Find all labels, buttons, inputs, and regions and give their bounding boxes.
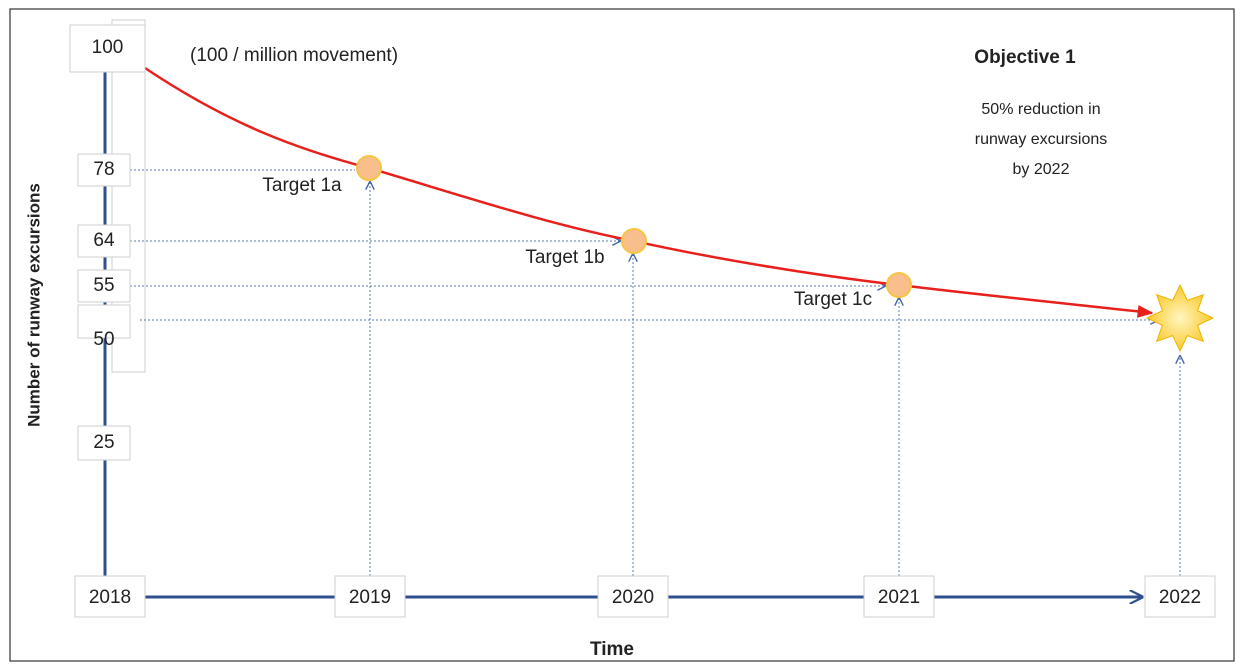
objective-line: by 2022 [1013, 161, 1070, 178]
x-label-box [597, 575, 669, 618]
unit-note: (100 / million movement) [190, 45, 398, 66]
x-label: 2022 [1159, 587, 1201, 608]
y-label: 64 [93, 230, 115, 251]
target-label: Target 1c [794, 289, 872, 310]
y-label: 25 [93, 432, 114, 453]
x-label: 2020 [612, 587, 654, 608]
objective-title: Objective 1 [974, 47, 1076, 68]
bracket-box [111, 19, 146, 373]
x-label-box [1144, 575, 1216, 618]
y-label: 78 [93, 159, 114, 180]
y-label-box [77, 425, 131, 461]
y-label: 55 [93, 275, 114, 296]
x-label-box [863, 575, 935, 618]
target-point [356, 155, 382, 181]
y-label-box [77, 269, 131, 303]
objective-line: 50% reduction in [981, 101, 1100, 118]
x-label: 2018 [89, 587, 131, 608]
y-label: 100 [92, 37, 124, 58]
y-label: 50 [93, 329, 114, 350]
target-label: Target 1a [262, 175, 342, 196]
target-label: Target 1b [525, 247, 604, 268]
objective-star [1145, 283, 1215, 353]
y-label-box [77, 153, 131, 187]
x-label-box [74, 575, 146, 618]
x-label-box [334, 575, 406, 618]
objective-line: runway excursions [975, 131, 1108, 148]
guides [130, 169, 1180, 576]
y-axis-title: Number of runway excursions [24, 183, 43, 427]
x-label: 2021 [878, 587, 920, 608]
x-axis-title: Time [590, 639, 634, 660]
y-label-box [77, 224, 131, 258]
x-label: 2019 [349, 587, 391, 608]
target-point [621, 228, 647, 254]
y-label-box [77, 304, 131, 339]
target-point [886, 272, 912, 298]
y-label-box [69, 24, 146, 73]
frame [9, 8, 1235, 662]
